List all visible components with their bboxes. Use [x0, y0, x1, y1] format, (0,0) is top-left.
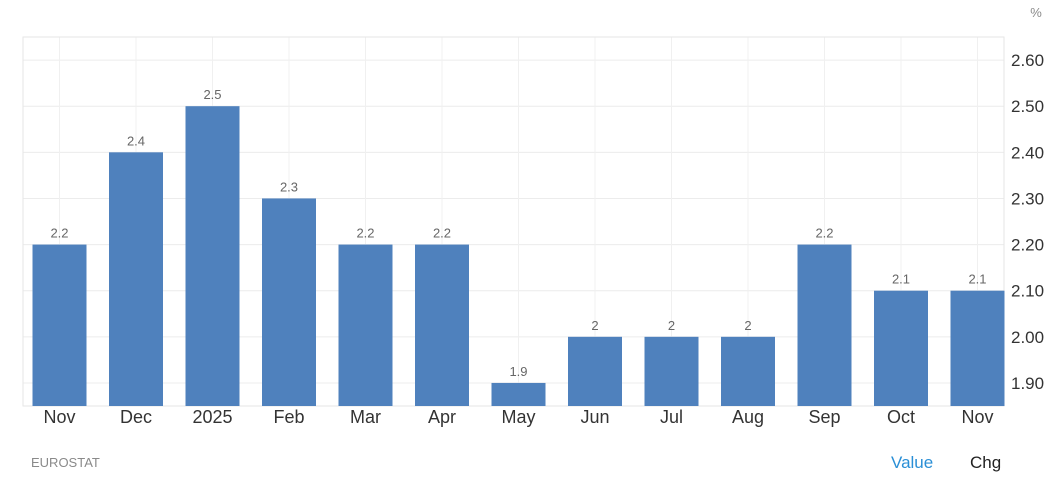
x-axis-tick-label: 2025: [192, 407, 232, 427]
x-axis-tick-label: Jul: [660, 407, 683, 427]
y-axis-tick-label: 2.40: [1011, 143, 1044, 162]
bar[interactable]: [185, 106, 240, 406]
y-axis-tick-label: 2.30: [1011, 189, 1044, 208]
x-axis-labels: Nov Dec 2025 Feb Mar Apr May Jun Jul Aug Sep Oct Nov: [43, 407, 993, 427]
bar[interactable]: [721, 336, 775, 406]
bar-data-label: 2.5: [203, 87, 221, 102]
x-axis-tick-label: May: [501, 407, 535, 427]
bar[interactable]: [950, 290, 1005, 406]
y-axis-tick-label: 2.60: [1011, 51, 1044, 70]
y-axis-tick-label: 2.50: [1011, 97, 1044, 116]
x-axis-tick-label: Aug: [732, 407, 764, 427]
bar[interactable]: [338, 244, 393, 406]
bar[interactable]: [415, 244, 469, 406]
x-axis-tick-label: Oct: [887, 407, 915, 427]
x-axis-tick-label: Nov: [43, 407, 75, 427]
bar-data-label: 2.2: [433, 226, 451, 241]
x-axis-tick-label: Apr: [428, 407, 456, 427]
y-axis-labels: 1.90 2.00 2.10 2.20 2.30 2.40 2.50 2.60: [1011, 51, 1044, 393]
bar-chart: 2.2 2.4 2.5 2.3 2.2 2.2 1.9 2 2 2 2.2 2.1 2.1 Nov Dec…: [22, 5, 1044, 427]
bars: [32, 106, 1005, 406]
source-label: EUROSTAT: [31, 455, 100, 470]
bar-data-label: 2.3: [280, 179, 298, 194]
x-axis-tick-label: Mar: [350, 407, 381, 427]
grid-lines: [23, 37, 1004, 406]
bar-data-label: 2: [744, 318, 751, 333]
bar-data-label: 2.2: [815, 226, 833, 241]
bar-data-label: 2: [591, 318, 598, 333]
y-axis-tick-label: 2.10: [1011, 282, 1044, 301]
x-axis-tick-label: Dec: [120, 407, 152, 427]
bar-data-label: 2.1: [968, 272, 986, 287]
bar-data-label: 2.1: [892, 272, 910, 287]
bar-data-label: 2.4: [127, 133, 145, 148]
x-axis-tick-label: Jun: [580, 407, 609, 427]
bar[interactable]: [797, 244, 852, 406]
bar[interactable]: [262, 198, 316, 406]
bar[interactable]: [568, 336, 622, 406]
x-axis-tick-label: Nov: [961, 407, 993, 427]
x-axis-tick-label: Sep: [808, 407, 840, 427]
bar[interactable]: [644, 336, 699, 406]
x-axis-tick-label: Feb: [273, 407, 304, 427]
bar[interactable]: [109, 152, 163, 406]
bar[interactable]: [874, 290, 928, 406]
bar-data-label: 1.9: [509, 364, 527, 379]
change-toggle-button[interactable]: Chg: [970, 453, 1002, 472]
y-axis-tick-label: 1.90: [1011, 374, 1044, 393]
y-axis-unit: %: [1030, 5, 1042, 20]
plot-area-border: [22, 36, 1005, 407]
bar-data-label: 2.2: [356, 226, 374, 241]
y-axis-tick-label: 2.20: [1011, 236, 1044, 255]
value-toggle-button[interactable]: Value: [891, 453, 934, 472]
data-labels: 2.2 2.4 2.5 2.3 2.2 2.2 1.9 2 2 2 2.2 2.1 2.1: [50, 87, 986, 379]
bar[interactable]: [491, 382, 546, 406]
bar-data-label: 2: [668, 318, 675, 333]
y-axis-tick-label: 2.00: [1011, 328, 1044, 347]
bar-data-label: 2.2: [50, 226, 68, 241]
bar[interactable]: [32, 244, 87, 406]
